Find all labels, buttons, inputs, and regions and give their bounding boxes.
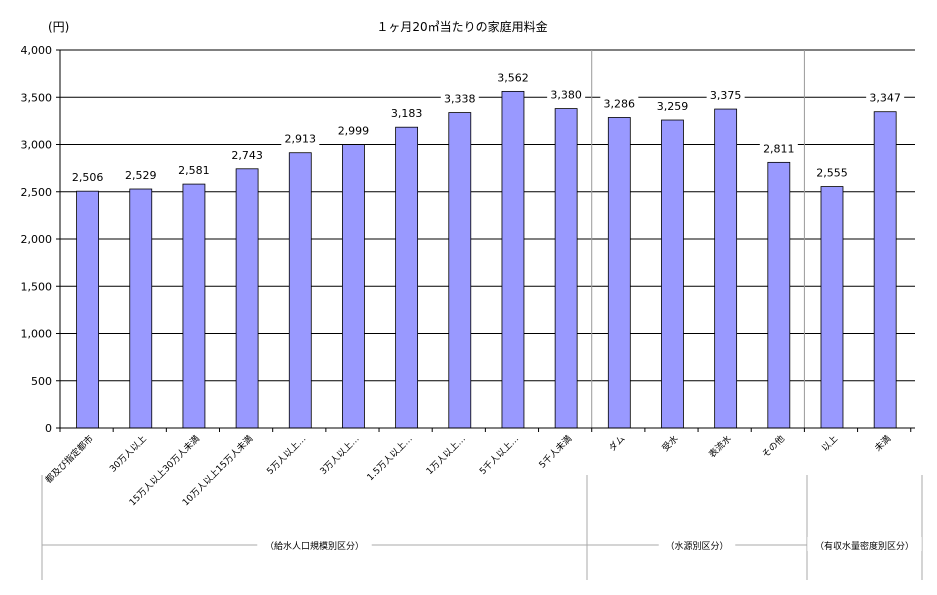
x-tick-label: ダム	[606, 433, 627, 454]
bar	[288, 152, 312, 429]
y-tick-label: 1,500	[21, 280, 53, 293]
data-label-background	[706, 88, 745, 103]
data-label: 3,338	[444, 93, 476, 106]
data-label-background	[281, 131, 320, 146]
data-label-background	[228, 147, 267, 162]
x-tick-label: その他	[759, 433, 787, 461]
bar	[820, 186, 844, 429]
bar	[873, 111, 897, 429]
data-label-background	[174, 163, 213, 178]
data-label: 2,743	[231, 149, 263, 162]
x-tick-label: 5千人未満	[536, 433, 574, 471]
bar	[182, 183, 206, 429]
data-label: 3,347	[869, 92, 901, 105]
data-label-background	[759, 141, 798, 156]
data-label-background	[812, 165, 851, 180]
group-label: （水源別区分）	[665, 540, 728, 552]
x-tick-label: 1.5万人以上…	[365, 433, 415, 483]
x-tick-label: 都及び指定都市	[43, 433, 96, 486]
data-label: 3,286	[604, 97, 636, 110]
x-tick-label: 5千人以上…	[477, 433, 521, 477]
x-tick-label: 30万人以上	[108, 433, 149, 474]
data-label-background	[387, 106, 426, 121]
x-tick-label: 1万人以上…	[424, 433, 468, 477]
data-label-background	[493, 70, 532, 85]
bar	[235, 168, 259, 429]
data-label: 2,555	[816, 167, 848, 180]
data-label: 2,506	[72, 171, 104, 184]
y-tick-label: 1,000	[21, 328, 53, 341]
y-tick-label: 4,000	[21, 44, 53, 57]
x-tick-label: 受水	[659, 433, 680, 454]
y-tick-label: 3,500	[21, 91, 53, 104]
bar	[661, 119, 684, 429]
group-label-background	[658, 537, 736, 551]
group-label-background	[257, 537, 372, 551]
data-label-background	[547, 87, 586, 102]
group-labels: （給水人口規模別区分） （水源別区分） （有収水量密度別区分）	[41, 475, 923, 580]
data-label: 2,913	[285, 133, 317, 146]
group-label: （有収水量密度別区分）	[815, 540, 914, 552]
data-label: 2,811	[763, 142, 795, 155]
labels: 2,506 2,529 2,581 2,743 2,913 2,999 3,183 3,338…	[68, 70, 905, 185]
x-tick-label: 未満	[872, 433, 893, 454]
bar	[395, 126, 419, 429]
x-tick-label: 表流水	[706, 433, 734, 461]
data-label: 3,259	[657, 100, 689, 113]
data-label-background	[334, 123, 373, 138]
data-label: 2,999	[338, 125, 370, 138]
y-tick-label: 2,000	[21, 233, 53, 246]
bar	[554, 108, 578, 429]
y-tick-label: 3,000	[21, 139, 53, 152]
data-label-background	[866, 90, 905, 105]
data-label-background	[68, 170, 107, 185]
data-label: 3,183	[391, 107, 423, 120]
data-label-background	[600, 96, 639, 111]
chart-title: １ヶ月20㎥当たりの家庭用料金	[376, 19, 547, 34]
bar	[607, 117, 631, 429]
x-tick-label: 5万人以上…	[265, 433, 309, 477]
bar	[76, 190, 99, 429]
y-tick-label: 2,500	[21, 186, 53, 199]
bars	[76, 90, 897, 429]
data-label: 3,375	[710, 89, 742, 102]
group-label: （給水人口規模別区分）	[265, 540, 364, 552]
data-label-background	[440, 91, 479, 106]
bar	[501, 90, 525, 429]
bar	[342, 144, 365, 429]
data-label-background	[121, 168, 160, 183]
data-label: 3,562	[497, 71, 529, 84]
data-label: 2,581	[178, 164, 210, 177]
data-label: 3,380	[550, 89, 582, 102]
bar	[129, 188, 153, 429]
bar	[714, 108, 738, 429]
y-tick-label: 0	[45, 422, 52, 435]
data-label: 2,529	[125, 169, 157, 182]
group-label-background	[807, 537, 922, 551]
y-tick-label: 500	[31, 375, 52, 388]
data-label-background	[653, 99, 692, 114]
x-tick-label: 3万人以上…	[318, 433, 362, 477]
bar	[448, 112, 472, 429]
bar	[767, 161, 791, 429]
x-tick-label: 以上	[820, 433, 841, 454]
y-axis-unit-label: (円)	[48, 20, 69, 34]
